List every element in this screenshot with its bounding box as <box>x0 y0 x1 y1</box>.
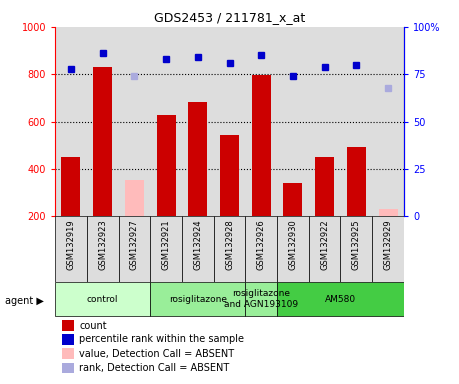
Bar <box>252 76 271 217</box>
Bar <box>277 27 309 217</box>
Text: GSM132919: GSM132919 <box>67 220 75 270</box>
Text: GSM132926: GSM132926 <box>257 220 266 270</box>
Bar <box>372 27 404 217</box>
Text: GSM132930: GSM132930 <box>288 220 297 270</box>
Bar <box>277 217 309 281</box>
Text: GSM132928: GSM132928 <box>225 220 234 270</box>
Bar <box>150 27 182 217</box>
Bar <box>309 217 341 281</box>
Bar <box>246 27 277 217</box>
Bar <box>55 282 150 316</box>
Text: control: control <box>87 295 118 304</box>
Bar <box>372 217 404 281</box>
Bar <box>213 27 246 217</box>
Bar <box>62 157 80 217</box>
Bar <box>277 282 404 316</box>
Bar <box>87 27 118 217</box>
Text: count: count <box>79 321 107 331</box>
Text: GSM132925: GSM132925 <box>352 220 361 270</box>
Bar <box>157 114 176 217</box>
Text: AM580: AM580 <box>325 295 356 304</box>
Bar <box>379 209 397 217</box>
Bar <box>182 217 213 281</box>
Bar <box>118 217 150 281</box>
Text: GSM132923: GSM132923 <box>98 220 107 270</box>
Bar <box>125 180 144 217</box>
Bar <box>150 282 246 316</box>
Bar <box>182 27 213 217</box>
Bar <box>62 348 74 359</box>
Bar <box>150 217 182 281</box>
Bar <box>55 27 87 217</box>
Bar <box>315 157 334 217</box>
Text: GSM132929: GSM132929 <box>384 220 392 270</box>
Bar <box>213 217 246 281</box>
Bar <box>341 217 372 281</box>
Bar <box>246 282 277 316</box>
Bar <box>188 101 207 217</box>
Text: agent ▶: agent ▶ <box>5 296 44 306</box>
Text: percentile rank within the sample: percentile rank within the sample <box>79 334 245 344</box>
Bar <box>118 27 150 217</box>
Text: GSM132924: GSM132924 <box>193 220 202 270</box>
Bar <box>62 362 74 373</box>
Bar <box>62 334 74 345</box>
Bar <box>220 135 239 217</box>
Bar <box>341 27 372 217</box>
Bar <box>246 217 277 281</box>
Text: GSM132921: GSM132921 <box>162 220 171 270</box>
Bar <box>62 320 74 331</box>
Text: GSM132927: GSM132927 <box>130 220 139 270</box>
Text: value, Detection Call = ABSENT: value, Detection Call = ABSENT <box>79 349 235 359</box>
Text: rank, Detection Call = ABSENT: rank, Detection Call = ABSENT <box>79 363 230 373</box>
Text: GSM132922: GSM132922 <box>320 220 329 270</box>
Title: GDS2453 / 211781_x_at: GDS2453 / 211781_x_at <box>154 11 305 24</box>
Text: rosiglitazone
and AGN193109: rosiglitazone and AGN193109 <box>224 290 298 309</box>
Text: rosiglitazone: rosiglitazone <box>169 295 227 304</box>
Bar <box>87 217 118 281</box>
Bar <box>55 217 87 281</box>
Bar <box>347 147 366 217</box>
Bar <box>309 27 341 217</box>
Bar <box>283 183 302 217</box>
Bar <box>93 67 112 217</box>
